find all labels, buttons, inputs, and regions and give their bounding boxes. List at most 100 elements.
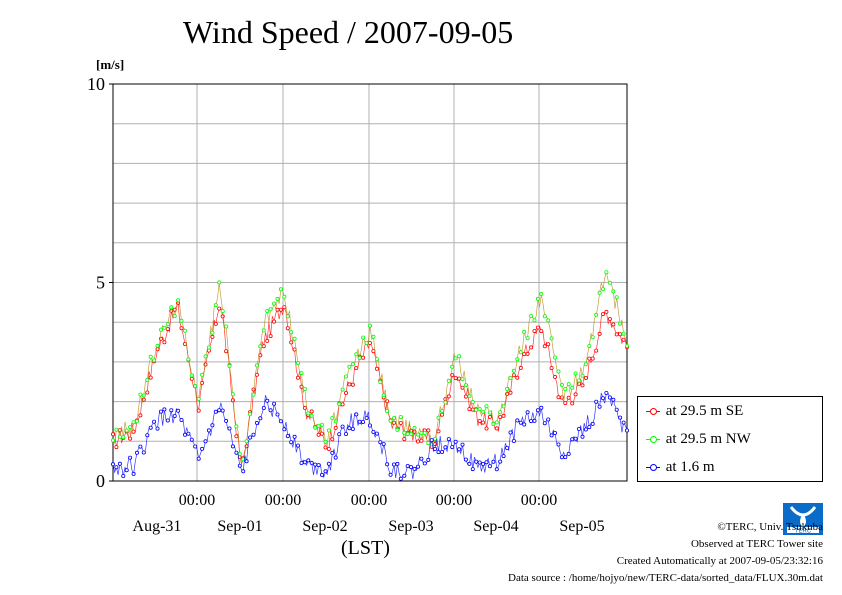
- data-point: [597, 404, 602, 409]
- x-date-label: Sep-04: [473, 518, 518, 535]
- data-point: [333, 419, 338, 424]
- data-point: [357, 356, 362, 361]
- data-point: [340, 387, 345, 392]
- data-point: [152, 358, 157, 363]
- data-point: [275, 412, 280, 417]
- data-point: [546, 342, 551, 347]
- data-point: [518, 350, 523, 355]
- data-point: [436, 450, 441, 455]
- data-point: [443, 445, 448, 450]
- data-point: [621, 331, 626, 336]
- data-point: [244, 459, 249, 464]
- data-point: [319, 422, 324, 427]
- data-point: [501, 413, 506, 418]
- data-point: [354, 412, 359, 417]
- data-point: [367, 323, 372, 328]
- data-point: [412, 466, 417, 471]
- data-point: [295, 361, 300, 366]
- x-date-label: Sep-05: [559, 518, 604, 535]
- y-tick-label: 0: [96, 471, 105, 491]
- legend-item-low: at 1.6 m: [644, 457, 715, 477]
- data-point: [498, 459, 503, 464]
- data-point: [114, 427, 119, 432]
- data-point: [563, 455, 568, 460]
- y-tick-label: 10: [87, 74, 105, 94]
- data-point: [429, 438, 434, 443]
- data-point: [155, 426, 160, 431]
- data-point: [453, 439, 458, 444]
- data-point: [302, 405, 307, 410]
- data-point: [611, 397, 616, 402]
- data-point: [614, 295, 619, 300]
- data-point: [330, 450, 335, 455]
- data-point: [522, 422, 527, 427]
- data-point: [193, 384, 198, 389]
- data-point: [580, 373, 585, 378]
- data-point: [309, 409, 314, 414]
- legend-marker-se: [644, 406, 662, 418]
- data-point: [426, 441, 431, 446]
- data-point: [196, 456, 201, 461]
- data-point: [614, 332, 619, 337]
- data-point: [364, 340, 369, 345]
- data-point: [117, 461, 122, 466]
- data-point: [412, 425, 417, 430]
- data-point: [309, 460, 314, 465]
- data-point: [272, 319, 277, 324]
- x-tick-label: 00:00: [351, 492, 387, 509]
- data-point: [618, 321, 623, 326]
- data-point: [549, 433, 554, 438]
- data-point: [299, 371, 304, 376]
- data-point: [419, 438, 424, 443]
- data-point: [206, 428, 211, 433]
- data-point: [374, 357, 379, 362]
- data-point: [539, 405, 544, 410]
- data-point: [313, 462, 318, 467]
- data-point: [206, 345, 211, 350]
- data-point: [316, 424, 321, 429]
- data-point: [347, 364, 352, 369]
- data-point: [621, 420, 626, 425]
- data-point: [508, 430, 513, 435]
- data-point: [172, 413, 177, 418]
- data-point: [621, 337, 626, 342]
- data-point: [302, 386, 307, 391]
- data-point: [587, 425, 592, 430]
- data-point: [559, 382, 564, 387]
- data-point: [275, 296, 280, 301]
- data-point: [556, 369, 561, 374]
- data-point: [265, 309, 270, 314]
- data-point: [625, 428, 630, 433]
- data-point: [227, 426, 232, 431]
- data-point: [330, 437, 335, 442]
- data-point: [217, 280, 222, 285]
- data-point: [350, 362, 355, 367]
- data-point: [217, 408, 222, 413]
- data-point: [515, 357, 520, 362]
- legend-marker-nw: [644, 434, 662, 446]
- data-point: [460, 385, 465, 390]
- data-point: [237, 463, 242, 468]
- data-point: [282, 294, 287, 299]
- data-point: [138, 413, 143, 418]
- data-point: [323, 445, 328, 450]
- data-point: [224, 324, 229, 329]
- x-tick-label: 00:00: [521, 492, 557, 509]
- data-point: [573, 371, 578, 376]
- y-axis-unit: [m/s]: [96, 57, 125, 72]
- data-point: [244, 439, 249, 444]
- data-point: [330, 415, 335, 420]
- data-point: [542, 314, 547, 319]
- data-point: [474, 459, 479, 464]
- data-point: [549, 366, 554, 371]
- data-point: [278, 307, 283, 312]
- data-point: [193, 444, 198, 449]
- data-point: [186, 357, 191, 362]
- data-point: [515, 418, 520, 423]
- data-point: [261, 405, 266, 410]
- data-point: [374, 366, 379, 371]
- data-point: [391, 462, 396, 467]
- data-point: [422, 461, 427, 466]
- data-point: [319, 472, 324, 477]
